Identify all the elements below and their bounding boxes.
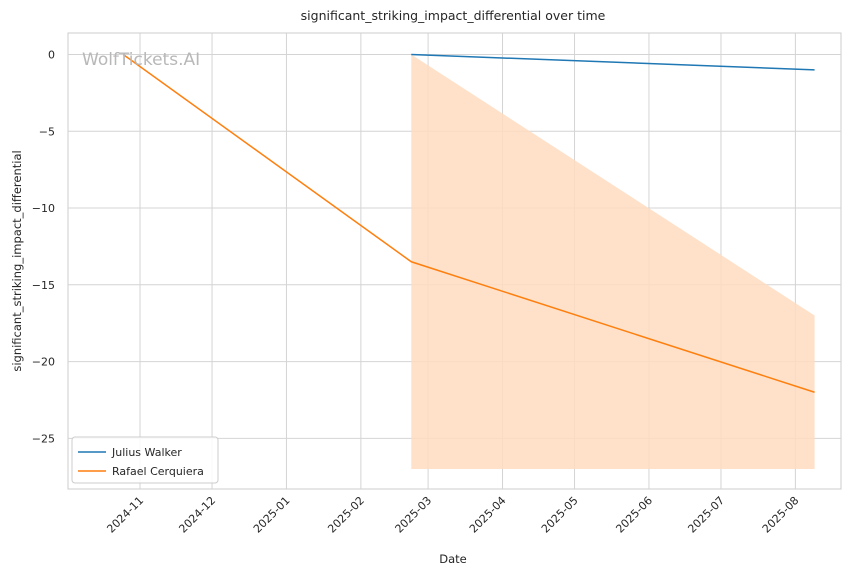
y-tick-label: −5: [39, 125, 55, 138]
x-tick-label: 2025-05: [539, 494, 581, 536]
legend: Julius Walker Rafael Cerquiera: [71, 436, 219, 484]
x-axis-label: Date: [439, 552, 467, 566]
x-tick-label: 2025-01: [251, 494, 293, 536]
x-tick-label: 2024-11: [104, 494, 146, 536]
x-tick-label: 2025-08: [760, 494, 802, 536]
y-tick-label: −10: [32, 202, 55, 215]
series-band: [411, 54, 815, 470]
y-axis-ticks: 0 −5 −10 −15 −20 −25: [32, 48, 55, 445]
series-line: [411, 53, 815, 71]
y-tick-label: −15: [32, 279, 55, 292]
x-tick-label: 2025-06: [613, 494, 655, 536]
x-tick-label: 2025-07: [685, 494, 727, 536]
y-axis-label: significant_striking_impact_differential: [10, 150, 24, 371]
legend-label: Rafael Cerquiera: [112, 465, 204, 478]
y-tick-label: 0: [48, 48, 55, 61]
y-tick-label: −25: [32, 432, 55, 445]
legend-label: Julius Walker: [111, 446, 182, 459]
x-tick-label: 2025-02: [325, 494, 367, 536]
series-line: [122, 53, 815, 393]
confidence-bands: [411, 54, 815, 470]
x-tick-label: 2025-03: [393, 494, 435, 536]
x-tick-label: 2025-04: [467, 494, 509, 536]
watermark: WolfTickets.AI: [82, 50, 200, 70]
x-axis-ticks: 2024-11 2024-12 2025-01 2025-02 2025-03 2025-…: [104, 494, 801, 536]
y-tick-label: −20: [32, 356, 55, 369]
chart-title: significant_striking_impact_differential…: [301, 8, 606, 23]
legend-box: [71, 436, 219, 484]
series-lines: [122, 53, 815, 393]
x-tick-label: 2024-12: [176, 494, 218, 536]
